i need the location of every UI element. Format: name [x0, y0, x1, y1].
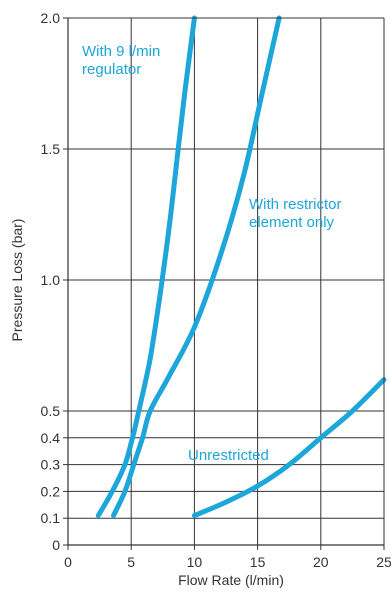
x-tick-label: 20	[313, 554, 329, 570]
x-axis-title: Flow Rate (l/min)	[178, 572, 284, 588]
tick-label-layer: 0 0.1 0.2 0.3 0.4 0.5 1.0 1.5 2.0 0 5 10 15 20 25	[41, 10, 391, 570]
y-tick-label: 0.4	[41, 430, 61, 446]
series-line-1	[111, 15, 282, 518]
series-layer	[95, 15, 387, 518]
x-tick-label: 25	[376, 554, 391, 570]
frame-layer	[63, 17, 385, 550]
y-axis-title: Pressure Loss (bar)	[9, 219, 25, 342]
annotation-unrestricted: Unrestricted	[188, 447, 269, 464]
annotation-restrictor-line-2: element only	[249, 214, 335, 231]
y-tick-label: 0	[52, 537, 60, 553]
series-line-0	[95, 15, 197, 518]
x-tick-label: 10	[187, 554, 203, 570]
y-tick-label: 0.2	[41, 483, 61, 499]
y-tick-label: 0.1	[41, 510, 61, 526]
annotation-unrestricted-line-1: Unrestricted	[188, 447, 269, 464]
grid-layer	[68, 17, 384, 545]
x-tick-label: 15	[250, 554, 266, 570]
annotation-regulator-line-2: regulator	[82, 61, 141, 78]
annotation-restrictor: With restrictor element only	[249, 196, 346, 231]
annotation-regulator-line-1: With 9 l/min	[82, 43, 160, 60]
series-line-2	[191, 377, 387, 518]
y-tick-label: 1.5	[41, 141, 61, 157]
y-tick-label: 2.0	[41, 10, 61, 26]
y-tick-label: 0.5	[41, 403, 61, 419]
x-tick-label: 0	[64, 554, 72, 570]
annotation-restrictor-line-1: With restrictor	[249, 196, 342, 213]
annotation-regulator: With 9 l/min regulator	[82, 43, 165, 78]
y-tick-label: 0.3	[41, 457, 61, 473]
y-tick-label: 1.0	[41, 272, 61, 288]
x-tick-label: 5	[127, 554, 135, 570]
